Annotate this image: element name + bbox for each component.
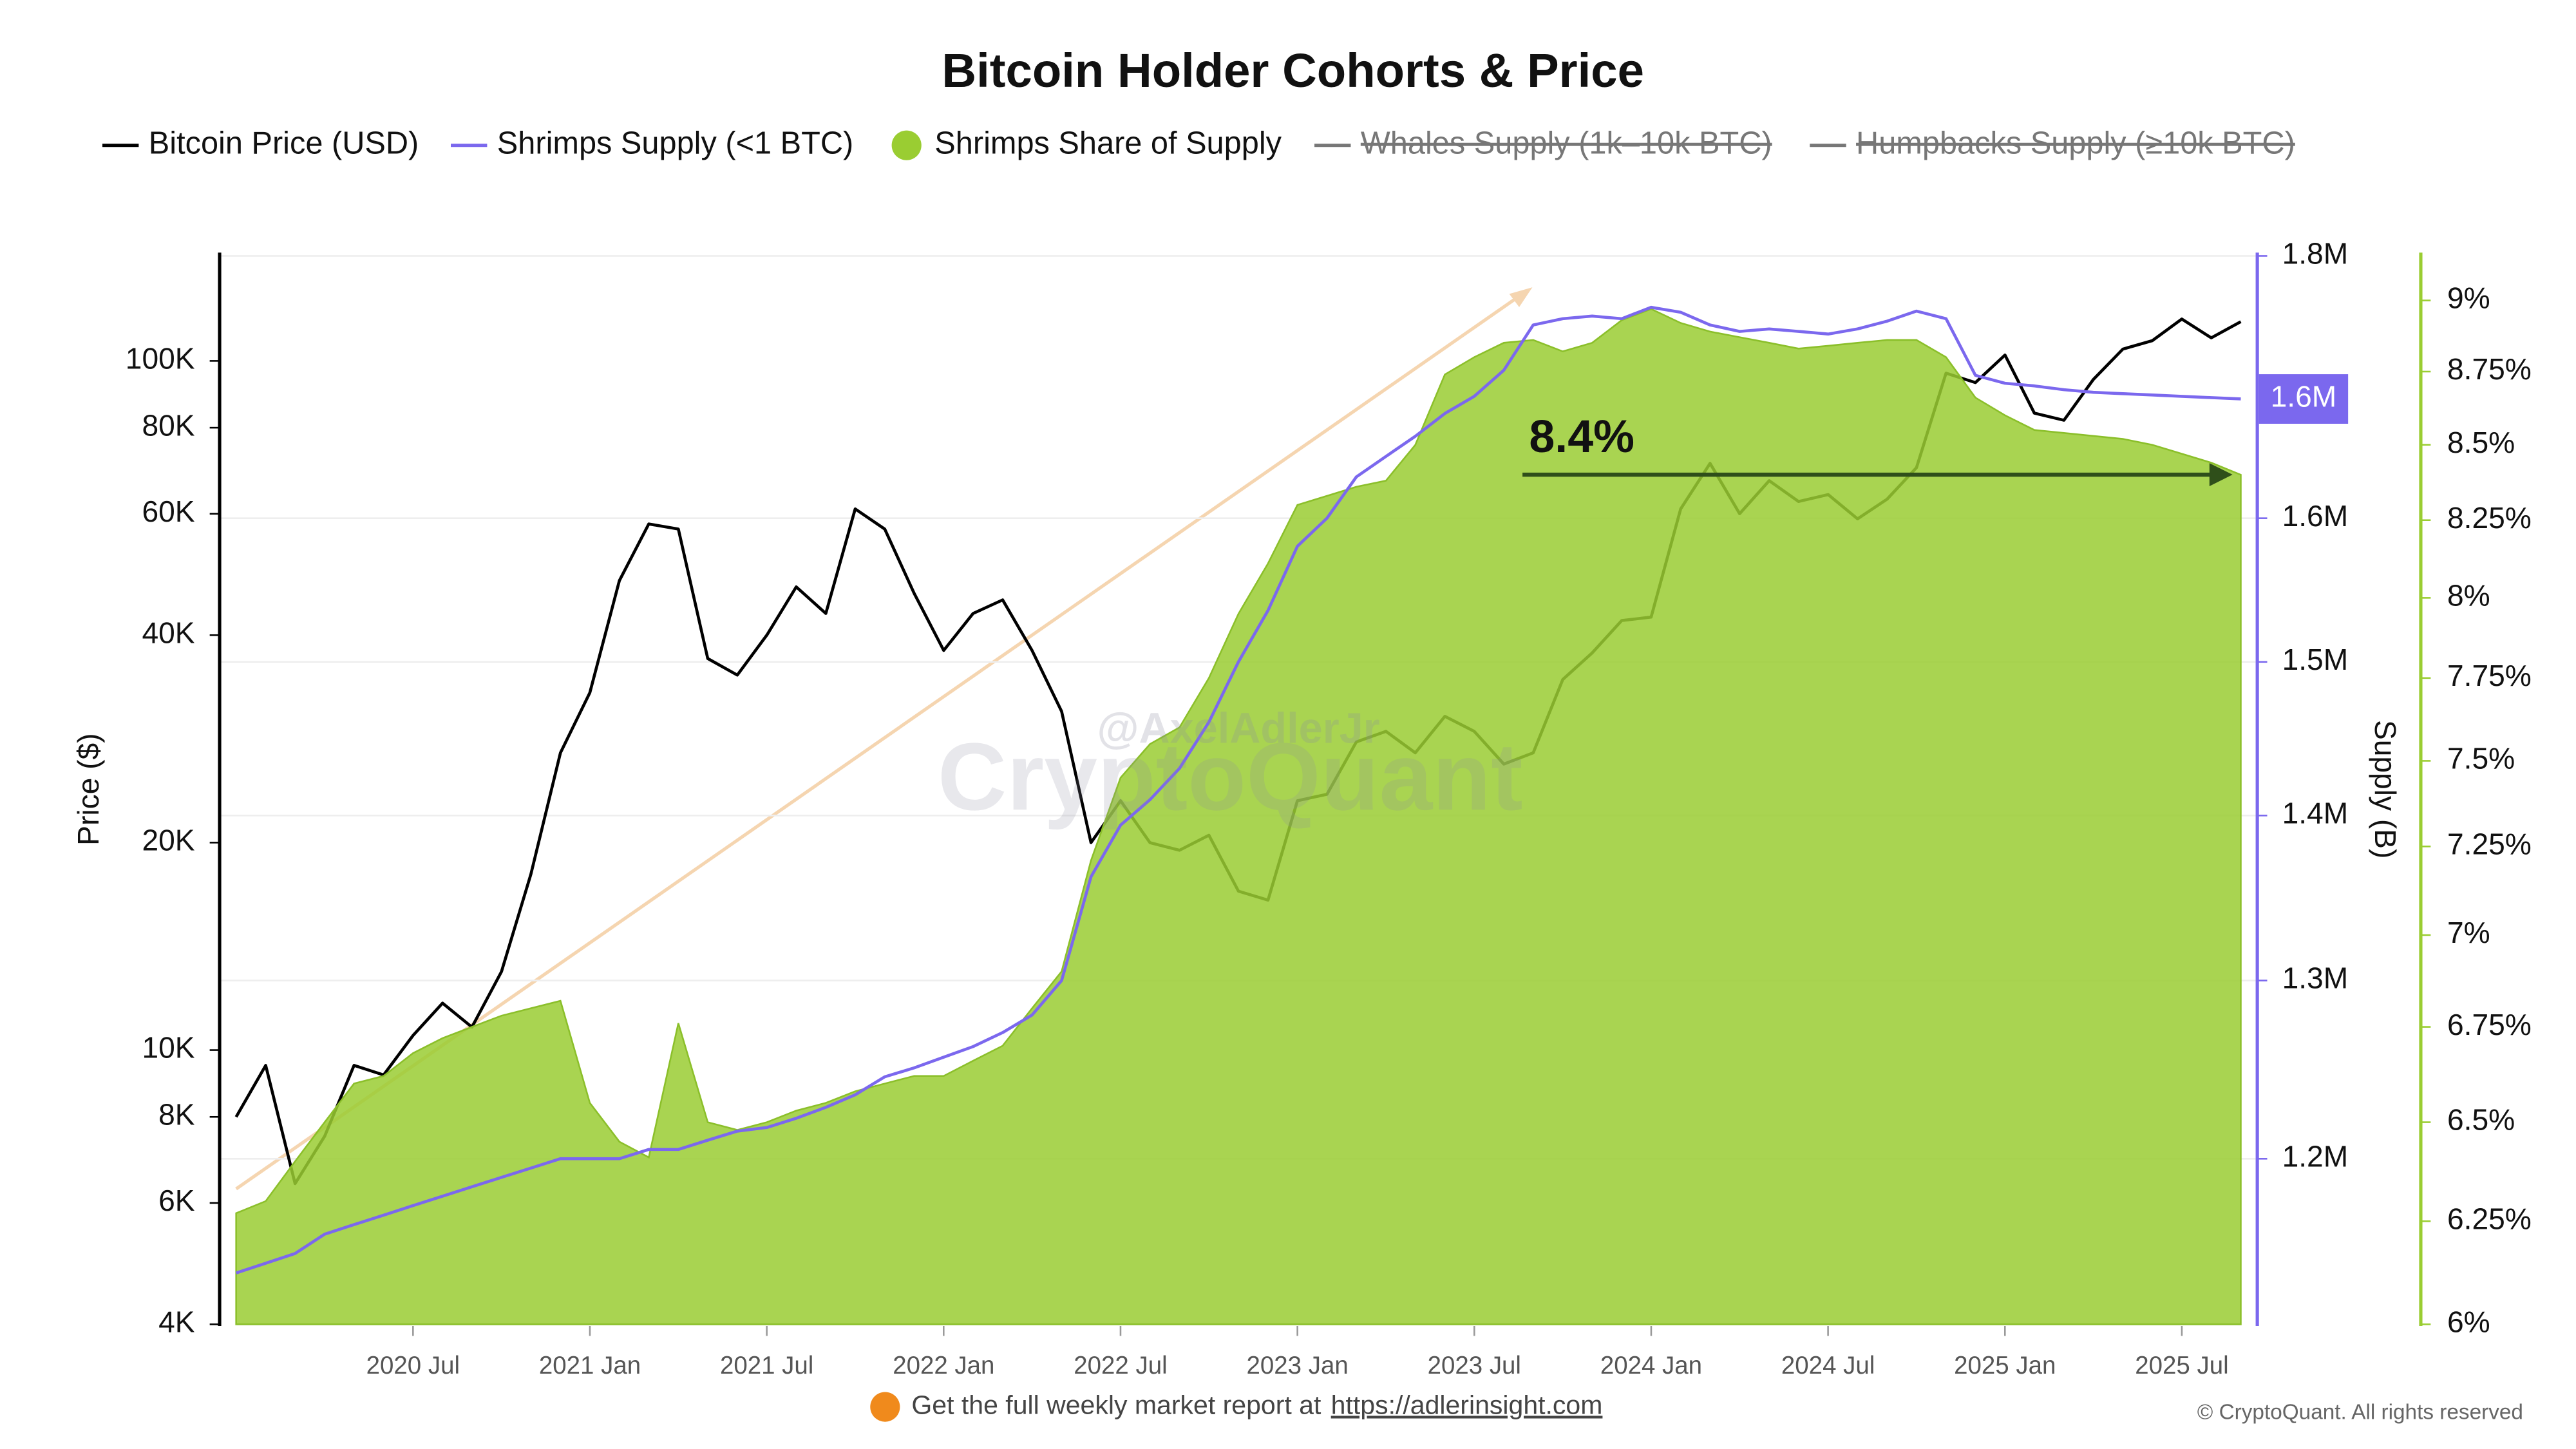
y-tick-label: 60K bbox=[142, 495, 194, 528]
x-tick-label: 2021 Jan bbox=[539, 1352, 641, 1379]
y-tick-label: 10K bbox=[142, 1031, 194, 1065]
y3-tick-label: 7% bbox=[2447, 916, 2490, 949]
legend-label[interactable]: Humpbacks Supply (≥10k BTC) bbox=[1856, 126, 2295, 161]
y-tick-label: 100K bbox=[126, 342, 195, 375]
y3-tick-label: 7.25% bbox=[2447, 828, 2532, 861]
last-value-box bbox=[2259, 374, 2349, 424]
y2-tick-label: 1.5M bbox=[2282, 643, 2349, 676]
watermark-brand: CryptoQuant bbox=[938, 723, 1523, 830]
y2-tick-label: 1.8M bbox=[2282, 237, 2349, 270]
y-tick-label: 40K bbox=[142, 616, 194, 649]
y2-tick-label: 1.3M bbox=[2282, 961, 2349, 995]
y3-tick-label: 8.25% bbox=[2447, 501, 2532, 535]
legend-swatch bbox=[891, 130, 922, 160]
y2-tick-label: 1.4M bbox=[2282, 797, 2349, 830]
y-tick-label: 80K bbox=[142, 408, 194, 442]
annotation-arrow-head bbox=[2209, 463, 2233, 487]
annotation-label: 8.4% bbox=[1529, 411, 1634, 462]
y3-tick-label: 7.75% bbox=[2447, 659, 2532, 692]
y2-tick-label: 1.2M bbox=[2282, 1139, 2349, 1173]
x-tick-label: 2021 Jul bbox=[720, 1352, 813, 1379]
y-axis-label: Price ($) bbox=[71, 733, 105, 845]
x-tick-label: 2023 Jan bbox=[1247, 1352, 1349, 1379]
trend-arrow-head bbox=[1509, 287, 1533, 307]
y3-tick-label: 6% bbox=[2447, 1305, 2490, 1339]
series-line bbox=[235, 305, 2241, 1274]
x-tick-label: 2024 Jan bbox=[1600, 1352, 1702, 1379]
y3-tick-label: 6.25% bbox=[2447, 1202, 2532, 1236]
x-tick-label: 2022 Jan bbox=[893, 1352, 994, 1379]
watermark-handle: @AxelAdlerJr bbox=[1097, 705, 1379, 753]
legend-label[interactable]: Bitcoin Price (USD) bbox=[149, 126, 419, 161]
y3-tick-label: 8.75% bbox=[2447, 352, 2532, 386]
y-tick-label: 4K bbox=[158, 1305, 195, 1339]
y-tick-label: 20K bbox=[142, 824, 194, 857]
series-area bbox=[235, 308, 2242, 1325]
y-tick-label: 6K bbox=[158, 1184, 195, 1217]
y3-tick-label: 8.5% bbox=[2447, 426, 2515, 459]
y2-axis-label: Supply (B) bbox=[2369, 720, 2402, 858]
legend-label[interactable]: Whales Supply (1k–10k BTC) bbox=[1361, 126, 1772, 161]
y3-tick-label: 8% bbox=[2447, 579, 2490, 612]
y3-tick-label: 6.5% bbox=[2447, 1103, 2515, 1137]
legend-label[interactable]: Shrimps Share of Supply bbox=[934, 126, 1282, 161]
y3-tick-label: 9% bbox=[2447, 281, 2490, 315]
footer-link[interactable]: https://adlerinsight.com bbox=[1331, 1390, 1603, 1419]
last-value-label: 1.6M bbox=[2271, 380, 2337, 413]
y3-tick-label: 6.75% bbox=[2447, 1008, 2532, 1041]
y3-tick-label: 7.5% bbox=[2447, 742, 2515, 775]
y2-tick-label: 1.6M bbox=[2282, 499, 2349, 533]
x-tick-label: 2022 Jul bbox=[1074, 1352, 1167, 1379]
x-tick-label: 2020 Jul bbox=[366, 1352, 460, 1379]
x-tick-label: 2025 Jul bbox=[2135, 1352, 2228, 1379]
footer-text: Get the full weekly market report at bbox=[911, 1390, 1321, 1419]
x-tick-label: 2023 Jul bbox=[1428, 1352, 1521, 1379]
x-tick-label: 2025 Jan bbox=[1954, 1352, 2056, 1379]
y-tick-label: 8K bbox=[158, 1097, 195, 1131]
plot-area bbox=[221, 255, 2256, 1325]
footer-icon bbox=[870, 1392, 900, 1422]
copyright: © CryptoQuant. All rights reserved bbox=[2197, 1401, 2523, 1425]
x-tick-label: 2024 Jul bbox=[1781, 1352, 1875, 1379]
legend-label[interactable]: Shrimps Supply (<1 BTC) bbox=[497, 126, 853, 161]
chart-title: Bitcoin Holder Cohorts & Price bbox=[942, 44, 1644, 97]
